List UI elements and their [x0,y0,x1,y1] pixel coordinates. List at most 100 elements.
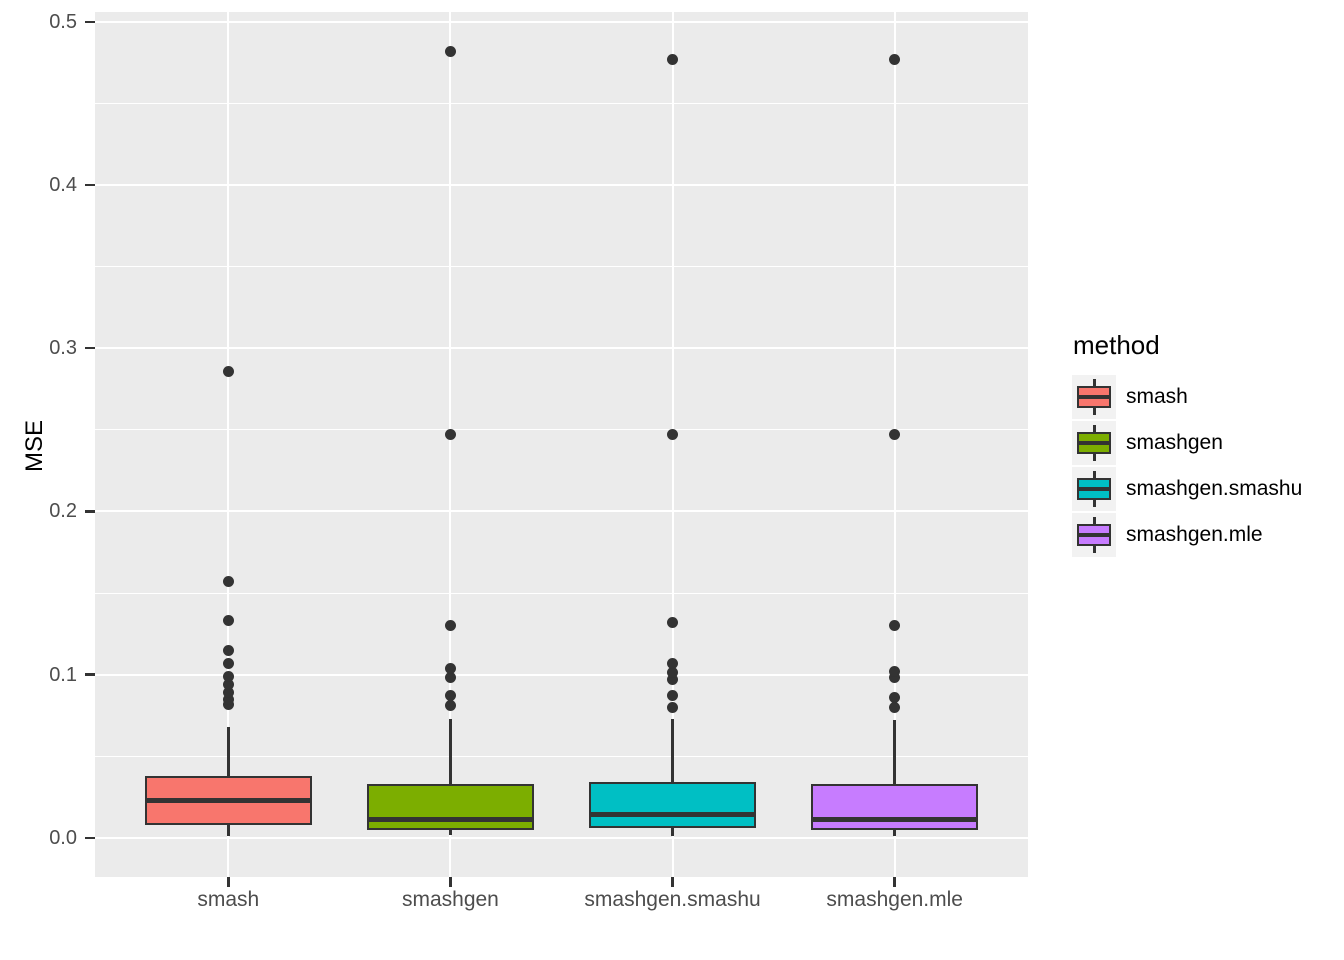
outlier-dot [222,644,234,656]
outlier-dot [667,690,679,702]
median-line [144,797,312,803]
x-tick-mark [893,877,896,887]
y-tick-label: 0.3 [49,337,77,360]
outlier-dot [667,701,679,713]
y-gridline-major [95,20,1028,23]
outlier-dot [222,693,234,705]
x-gridline-major [449,12,452,877]
boxplot-box [589,782,756,829]
outlier-dot [222,687,234,699]
y-gridline-minor [95,266,1028,268]
y-tick-label: 0.4 [49,174,77,196]
outlier-dot [667,53,679,65]
whisker-upper [671,718,674,783]
x-tick-mark [449,877,452,887]
outlier-dot [222,576,234,588]
x-tick-mark [671,877,674,887]
boxplot-box [367,783,534,830]
plot-panel [95,12,1028,877]
outlier-dot [444,672,456,684]
outlier-dot [667,429,679,441]
x-tick-mark [227,877,230,887]
outlier-dot [222,678,234,690]
legend-key [1072,513,1116,557]
outlier-dot [889,691,901,703]
y-tick-mark [85,20,95,24]
x-tick-label: smashgen.mle [826,888,963,911]
legend-title: method [1073,330,1160,360]
whisker-lower [671,828,674,837]
legend-item-label: smash [1126,385,1188,408]
legend-item-label: smashgen [1126,431,1223,454]
x-gridline-major [893,12,896,877]
outlier-dot [667,674,679,686]
outlier-dot [222,615,234,627]
y-tick-label: 0.5 [49,10,77,33]
legend-key-median [1077,487,1111,491]
y-gridline-major [95,184,1028,186]
y-tick-label: 0.1 [49,663,77,686]
outlier-dot [889,672,901,684]
y-tick-mark [85,183,95,187]
y-tick-mark [85,346,95,350]
x-tick-label: smash [197,888,260,911]
whisker-lower [893,829,896,837]
legend-item: smashgen.mle [1072,513,1302,557]
outlier-dot [444,690,456,702]
outlier-dot [222,670,234,682]
whisker-lower [449,829,452,835]
y-tick-label: 0.2 [49,500,77,523]
y-tick-label: 0.0 [49,826,77,849]
legend-items: smash smashgen smashgen.smashu smashgen.mle [1072,375,1302,557]
whisker-upper [227,726,230,776]
median-line [367,817,534,823]
legend: method smash smashgen smashgen.smashu smash… [1072,330,1302,559]
legend-key-median [1077,533,1111,537]
legend-item: smash [1072,375,1302,419]
outlier-dot [222,657,234,669]
outlier-dot [889,701,901,713]
legend-item-label: smashgen.smashu [1126,477,1303,500]
outlier-dot [889,429,901,441]
whisker-lower [227,824,230,837]
outlier-dot [444,45,456,57]
x-gridline-major [227,12,230,877]
outlier-dot [444,700,456,712]
outlier-dot [444,620,456,632]
y-axis-title: MSE [21,420,48,473]
outlier-dot [889,665,901,677]
y-gridline-minor [95,429,1028,431]
y-tick-mark [85,836,95,840]
legend-key-median [1077,441,1111,445]
x-tick-label: smashgen [401,888,499,911]
legend-key-median [1077,395,1111,399]
y-tick-mark [85,510,95,513]
outlier-dot [444,429,456,441]
outlier-dot [667,667,679,679]
legend-item: smashgen.smashu [1072,467,1302,511]
legend-key [1072,375,1116,419]
legend-key [1072,467,1116,511]
boxplot-box [811,783,978,830]
y-gridline-major [95,673,1028,676]
y-gridline-major [95,347,1028,350]
outlier-dot [667,616,679,628]
y-gridline-minor [95,592,1028,594]
outlier-dot [444,662,456,674]
legend-item: smashgen [1072,421,1302,465]
x-gridline-major [671,12,674,877]
whisker-upper [449,718,452,784]
legend-key [1072,421,1116,465]
whisker-upper [893,720,896,784]
outlier-dot [222,365,234,377]
outlier-dot [889,53,901,65]
outlier-dot [667,657,679,669]
y-gridline-major [95,510,1028,513]
median-line [589,812,756,818]
y-gridline-minor [95,102,1028,104]
median-line [811,817,978,823]
x-tick-label: smashgen.smashu [584,888,761,911]
y-gridline-major [95,836,1028,839]
outlier-dot [889,620,901,632]
